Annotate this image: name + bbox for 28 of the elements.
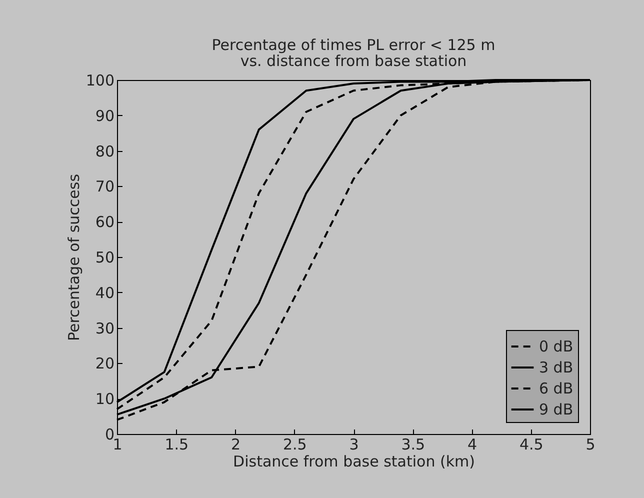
- y-tick-label: 50: [95, 248, 114, 266]
- y-tick-label: 60: [95, 213, 114, 232]
- x-tick-label: 4: [467, 436, 478, 454]
- y-tick-label: 100: [86, 72, 114, 90]
- x-tick-label: 4.5: [519, 436, 544, 454]
- y-tick-label: 70: [95, 178, 114, 196]
- x-tick-label: 3: [349, 436, 359, 454]
- x-tick-label: 1.5: [164, 436, 189, 454]
- y-tick-label: 20: [95, 354, 114, 373]
- chart-subtitle: vs. distance from base station: [240, 52, 467, 70]
- x-tick-label: 5: [586, 436, 596, 454]
- legend-label: 6 dB: [539, 380, 574, 398]
- legend-label: 0 dB: [539, 338, 574, 356]
- x-tick-label: 2: [230, 436, 241, 454]
- chart-title: Percentage of times PL error < 125 m: [212, 36, 496, 54]
- y-tick-label: 80: [95, 142, 114, 160]
- legend-label: 3 dB: [539, 358, 574, 376]
- y-axis-title: Percentage of success: [64, 174, 83, 342]
- y-tick-label: 30: [95, 319, 114, 338]
- x-tick-label: 3.5: [401, 436, 426, 454]
- y-tick-label: 40: [95, 284, 114, 302]
- y-tick-label: 10: [95, 390, 114, 408]
- legend-label: 9 dB: [539, 400, 574, 418]
- y-tick-label: 0: [104, 426, 114, 444]
- y-tick-label: 90: [95, 106, 114, 125]
- x-axis-title: Distance from base station (km): [233, 452, 475, 470]
- x-tick-label: 2.5: [282, 436, 307, 454]
- x-tick-label: 1: [112, 436, 122, 454]
